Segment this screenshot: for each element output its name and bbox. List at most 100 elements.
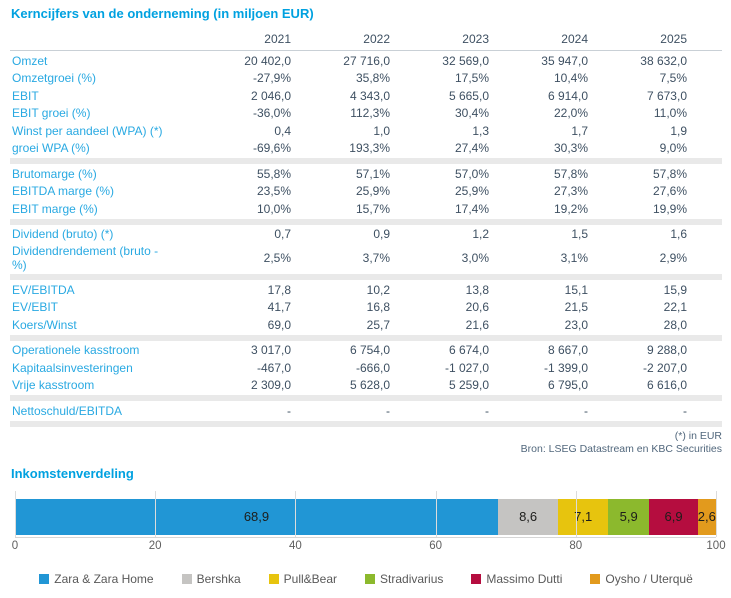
- row-value: 32 569,0: [442, 53, 489, 68]
- row-label: Dividend (bruto) (*): [12, 227, 114, 242]
- x-tick-label: 60: [429, 539, 442, 552]
- table-footnotes: (*) in EUR Bron: LSEG Datastream en KBC …: [10, 430, 722, 456]
- gridline: [15, 490, 16, 537]
- row-value: -: [584, 403, 588, 418]
- section-separator: [10, 158, 722, 164]
- legend-item: Massimo Dutti: [471, 572, 562, 586]
- row-value: 3,1%: [560, 251, 588, 265]
- row-value: 8 667,0: [547, 343, 588, 358]
- row-value: -: [683, 403, 687, 418]
- table-title: Kerncijfers van de onderneming (in miljo…: [11, 6, 314, 21]
- bar-segment: 2,6: [697, 498, 716, 535]
- row-value: -: [287, 403, 291, 418]
- stacked-bar: 68,9 8,6 7,1 5,9 6,9 2,6: [15, 498, 716, 535]
- row-value: 6 754,0: [349, 343, 390, 358]
- row-value: 21,5: [564, 300, 588, 315]
- row-value: 6 674,0: [448, 343, 489, 358]
- row-value: 22,0%: [553, 106, 588, 121]
- row-value: 3,0%: [461, 251, 489, 265]
- row-value: 17,8: [267, 282, 291, 297]
- row-value: -2 207,0: [642, 360, 687, 375]
- legend-swatch-icon: [590, 573, 601, 584]
- row-value: 5 665,0: [448, 88, 489, 103]
- row-value: 15,9: [663, 282, 687, 297]
- row-value: 35,8%: [355, 71, 390, 86]
- legend-item: Zara & Zara Home: [39, 571, 154, 586]
- row-value: 20 402,0: [244, 53, 291, 68]
- row-label: EBITDA marge (%): [12, 184, 115, 199]
- gridline: [716, 490, 717, 537]
- row-value: -: [386, 403, 390, 418]
- row-label: EBIT marge (%): [12, 201, 98, 216]
- row-value: 25,9%: [454, 184, 489, 199]
- legend-label: Pull&Bear: [283, 571, 338, 586]
- section-separator: [10, 274, 722, 280]
- row-value: 23,5%: [256, 184, 291, 199]
- row-value: 25,7: [366, 317, 390, 332]
- legend-label: Oysho / Uterquë: [605, 571, 693, 586]
- table-row: EBITDA marge (%) 23,5% 25,9% 25,9% 27,3% 27,6…: [10, 183, 722, 201]
- row-value: 7,5%: [659, 71, 687, 86]
- footnote-source: Bron: LSEG Datastream en KBC Securities: [520, 442, 722, 455]
- row-value: 1,0: [373, 123, 390, 138]
- row-value: 2,9%: [659, 251, 687, 265]
- row-value: 1,5: [571, 227, 588, 242]
- row-value: 2,5%: [263, 251, 291, 265]
- row-label: Brutomarge (%): [12, 166, 97, 181]
- row-label: Koers/Winst: [12, 317, 77, 332]
- row-value: 30,4%: [454, 106, 489, 121]
- row-value: -467,0: [256, 360, 291, 375]
- chart-title: Inkomstenverdeling: [11, 465, 134, 481]
- legend-item: Bershka: [181, 571, 241, 586]
- gridline: [155, 490, 157, 537]
- row-label: Operationele kasstroom: [12, 343, 140, 358]
- chart-legend: Zara & Zara Home Bershka Pull&Bear Stradiva…: [10, 572, 722, 586]
- bar-segment: 7,1: [558, 498, 609, 535]
- year-column-header: 2022: [363, 32, 390, 46]
- gridline: [575, 490, 577, 537]
- row-value: 19,2%: [553, 201, 588, 216]
- row-value: 2 309,0: [250, 378, 291, 393]
- stacked-bar-plot: 68,9 8,6 7,1 5,9 6,9 2,6: [15, 490, 717, 538]
- legend-label: Zara & Zara Home: [54, 571, 154, 586]
- row-label: EV/EBIT: [12, 300, 59, 315]
- row-label: EV/EBITDA: [12, 282, 75, 297]
- legend-label: Bershka: [196, 571, 241, 586]
- row-value: 16,8: [366, 300, 390, 315]
- year-column-header: 2021: [264, 32, 291, 46]
- row-label: Omzetgroei (%): [12, 71, 97, 86]
- row-value: 27,4%: [454, 141, 489, 156]
- row-value: 193,3%: [349, 141, 390, 156]
- table-row: Nettoschuld/EBITDA - - - - -: [10, 402, 722, 420]
- row-value: 23,0: [564, 317, 588, 332]
- bar-segment: 8,6: [497, 498, 559, 535]
- row-label: Nettoschuld/EBITDA: [12, 403, 123, 418]
- row-value: 13,8: [465, 282, 489, 297]
- table-row: Operationele kasstroom 3 017,0 6 754,0 6 67…: [10, 342, 722, 360]
- row-value: 11,0%: [653, 106, 687, 121]
- legend-item: Stradivarius: [365, 572, 443, 586]
- table-row: Omzetgroei (%) -27,9% 35,8% 17,5% 10,4% 7,5%: [10, 70, 722, 88]
- legend-swatch-icon: [365, 573, 376, 584]
- table-row: EBIT marge (%) 10,0% 15,7% 17,4% 19,2% 19,9%: [10, 200, 722, 218]
- legend-swatch-icon: [471, 573, 482, 584]
- table-row: EBIT 2 046,0 4 343,0 5 665,0 6 914,0 7 673,0: [10, 87, 722, 105]
- row-value: 1,7: [571, 123, 588, 138]
- row-value: 6 616,0: [646, 378, 687, 393]
- row-value: 0,4: [274, 123, 291, 138]
- row-value: -: [485, 403, 489, 418]
- row-value: 9 288,0: [646, 343, 687, 358]
- gridline: [435, 490, 437, 537]
- section-separator: [10, 334, 722, 341]
- section-separator: [10, 218, 722, 225]
- row-label: Winst per aandeel (WPA) (*): [12, 123, 163, 138]
- row-value: 3 017,0: [250, 343, 291, 358]
- row-value: 5 259,0: [448, 378, 489, 393]
- row-value: 0,9: [373, 227, 390, 242]
- row-label: Omzet: [12, 53, 48, 68]
- row-value: 15,7%: [355, 201, 390, 216]
- section-separator: [10, 395, 722, 401]
- row-label: Dividendrendement (bruto - %): [12, 244, 159, 272]
- row-value: 10,0%: [256, 201, 291, 216]
- footnote-unit: (*) in EUR: [674, 429, 722, 442]
